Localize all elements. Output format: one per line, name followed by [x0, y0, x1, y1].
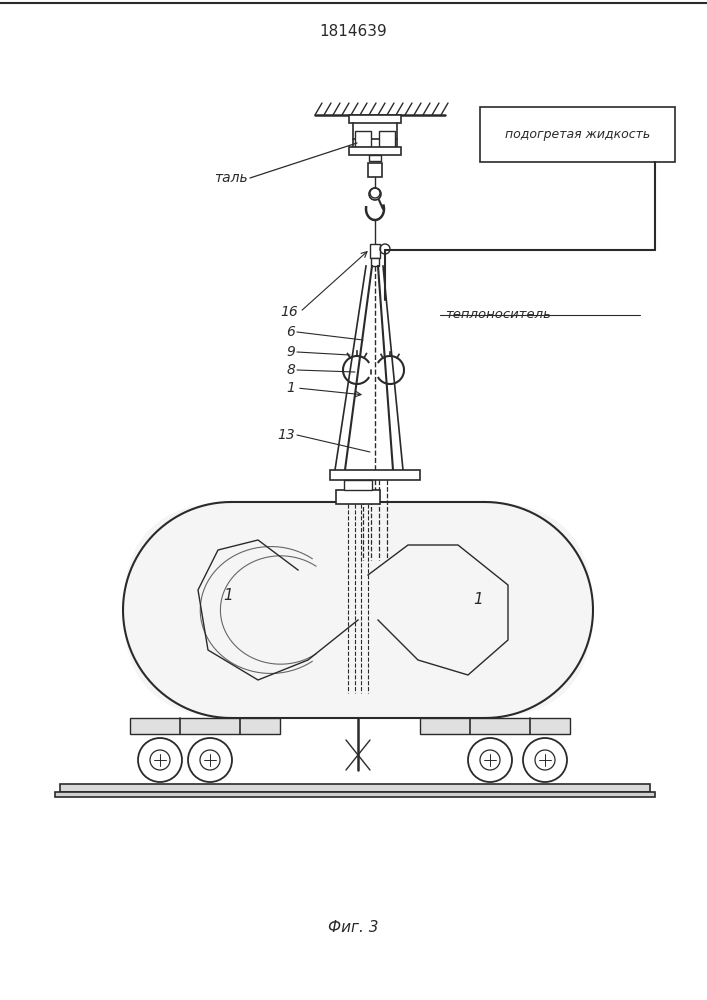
Text: 9: 9 — [286, 345, 295, 359]
Bar — [130, 718, 280, 734]
Text: 13: 13 — [277, 428, 295, 442]
Circle shape — [150, 750, 170, 770]
Circle shape — [138, 738, 182, 782]
Bar — [355, 131, 371, 147]
Bar — [371, 258, 379, 266]
Text: 16: 16 — [280, 305, 298, 319]
Circle shape — [535, 750, 555, 770]
Circle shape — [480, 750, 500, 770]
Text: 1: 1 — [473, 592, 483, 607]
Circle shape — [370, 188, 380, 198]
Circle shape — [523, 738, 567, 782]
Text: 1: 1 — [223, 587, 233, 602]
Bar — [368, 163, 382, 177]
Bar — [420, 718, 570, 734]
Circle shape — [468, 738, 512, 782]
Bar — [369, 155, 381, 161]
Circle shape — [200, 750, 220, 770]
Bar — [379, 131, 395, 147]
Bar — [55, 792, 655, 797]
Bar — [344, 480, 372, 490]
Bar — [370, 244, 380, 258]
Text: подогретая жидкость: подогретая жидкость — [505, 128, 650, 141]
Text: теплоноситель: теплоноситель — [445, 308, 551, 322]
Bar — [330, 470, 420, 480]
Text: Фиг. 3: Фиг. 3 — [328, 920, 378, 936]
FancyBboxPatch shape — [123, 502, 593, 718]
Text: 1: 1 — [286, 381, 295, 395]
Bar — [480, 107, 675, 162]
Text: 8: 8 — [286, 363, 295, 377]
Text: 1814639: 1814639 — [319, 24, 387, 39]
Bar — [349, 147, 401, 155]
Text: 6: 6 — [286, 325, 295, 339]
Bar — [60, 784, 650, 792]
Bar — [336, 490, 380, 504]
Circle shape — [188, 738, 232, 782]
Text: таль: таль — [214, 171, 248, 185]
Bar — [349, 115, 401, 123]
